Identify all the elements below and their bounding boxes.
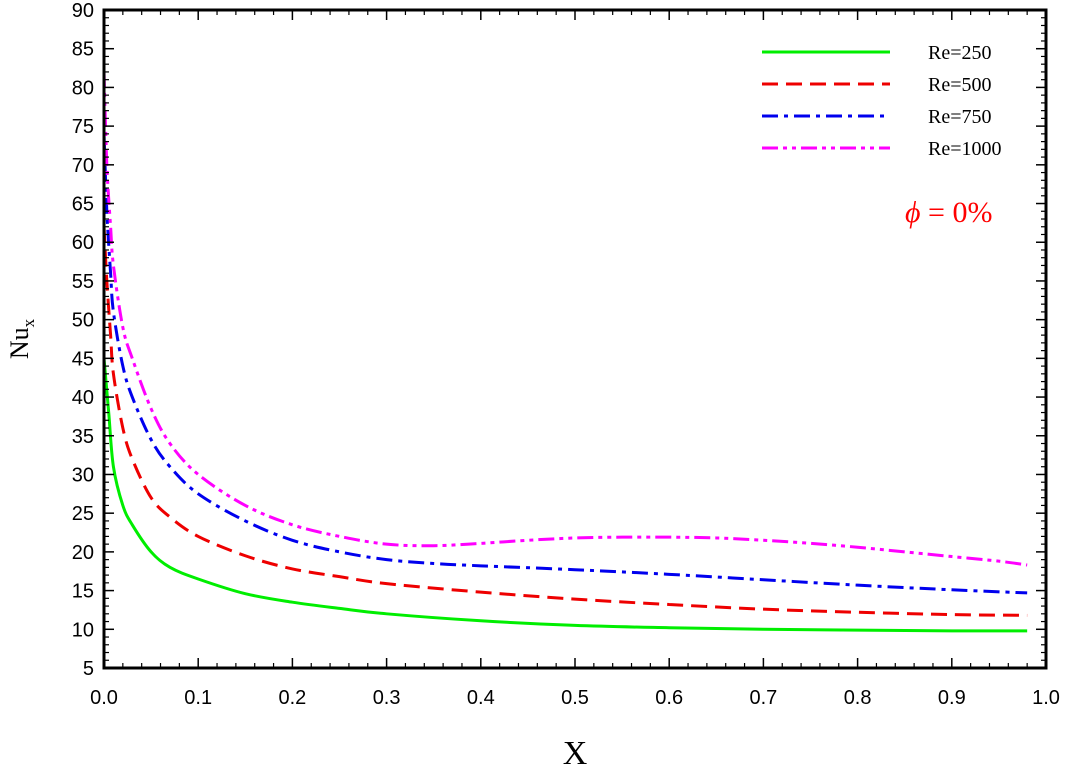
y-tick-label: 85 (72, 39, 94, 61)
y-tick-label: 60 (72, 232, 94, 254)
legend-label: Re=500 (928, 74, 992, 96)
phi-value: = 0% (921, 196, 993, 229)
x-tick-label: 0.1 (184, 687, 212, 709)
series-line-re-250 (102, 358, 1028, 633)
y-tick-label: 40 (72, 387, 94, 409)
legend-label: Re=750 (928, 106, 992, 128)
y-tick-label: 50 (72, 310, 94, 332)
series-line-re-500 (102, 226, 1028, 617)
y-axis-title-sub: x (19, 318, 38, 327)
series-group (102, 71, 1028, 633)
x-tick-label: 0.8 (844, 687, 872, 709)
phi-annotation: ϕ = 0% (905, 196, 992, 229)
x-tick-label: 0.7 (749, 687, 777, 709)
x-tick-label: 1.0 (1032, 687, 1060, 709)
x-tick-label: 0.5 (561, 687, 589, 709)
y-tick-label: 5 (83, 658, 94, 680)
legend-label: Re=1000 (928, 138, 1002, 160)
y-tick-label: 35 (72, 426, 94, 448)
legend: Re=250 Re=500 Re=750 Re=1000 (762, 42, 1002, 160)
y-tick-label: 30 (72, 464, 94, 486)
y-tick-label: 80 (72, 77, 94, 99)
plot-frame (102, 8, 1048, 670)
y-tick-label: 45 (72, 348, 94, 370)
y-tick-label: 65 (72, 194, 94, 216)
y-tick-label: 15 (72, 581, 94, 603)
x-axis-title: X (563, 735, 588, 766)
y-tick-label: 25 (72, 503, 94, 525)
y-axis-title: Nux (5, 318, 38, 359)
x-tick-label: 0.4 (467, 687, 495, 709)
y-tick-label: 20 (72, 542, 94, 564)
series-line-re-750 (102, 133, 1028, 595)
series-line-re-1000 (102, 71, 1028, 567)
y-tick-label: 10 (72, 619, 94, 641)
x-tick-label: 0.0 (90, 687, 118, 709)
y-tick-label: 90 (72, 0, 94, 22)
legend-label: Re=250 (928, 42, 992, 64)
ticks-group: 0.0 0.1 0.2 0.3 0.4 0.5 0.6 0.7 0.8 0.9 1.0 5 10 15 20… (72, 0, 1060, 709)
y-tick-label: 55 (72, 271, 94, 293)
x-tick-label: 0.2 (278, 687, 306, 709)
phi-symbol: ϕ (905, 196, 921, 229)
x-tick-label: 0.9 (938, 687, 966, 709)
y-axis-title-main: Nu (5, 327, 34, 359)
x-tick-label: 0.6 (655, 687, 683, 709)
y-tick-label: 70 (72, 155, 94, 177)
y-tick-label: 75 (72, 116, 94, 138)
x-tick-label: 0.3 (373, 687, 401, 709)
